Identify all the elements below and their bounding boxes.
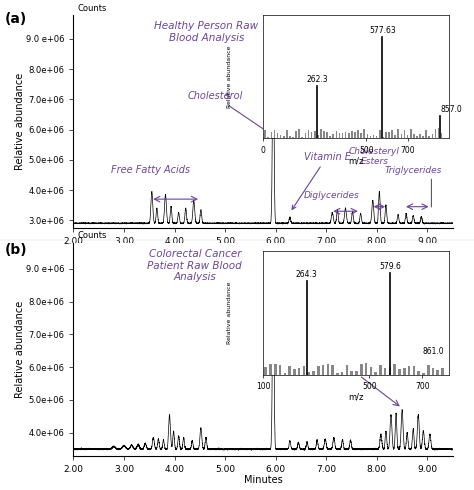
Text: Cholesterol: Cholesterol (187, 91, 270, 133)
Text: (a): (a) (5, 12, 27, 26)
Text: Counts: Counts (77, 3, 107, 13)
Text: Triglycerides: Triglycerides (384, 167, 442, 175)
Text: Free Fatty Acids: Free Fatty Acids (111, 166, 190, 175)
Y-axis label: Relative abundance: Relative abundance (15, 73, 25, 170)
X-axis label: Minutes: Minutes (244, 475, 283, 485)
Text: Colorectal Cancer
Patient Raw Blood
Analysis: Colorectal Cancer Patient Raw Blood Anal… (147, 249, 242, 282)
Y-axis label: Relative abundance: Relative abundance (15, 300, 25, 398)
Text: Diglycerides: Diglycerides (303, 191, 359, 199)
Text: Cholesteryl
Esters: Cholesteryl Esters (349, 147, 400, 167)
X-axis label: Minutes: Minutes (244, 247, 283, 257)
Text: Vitamin E: Vitamin E (292, 152, 350, 209)
Text: Counts: Counts (77, 231, 107, 241)
Text: Healthy Person Raw
Blood Analysis: Healthy Person Raw Blood Analysis (154, 21, 258, 43)
Text: (b): (b) (5, 243, 27, 257)
